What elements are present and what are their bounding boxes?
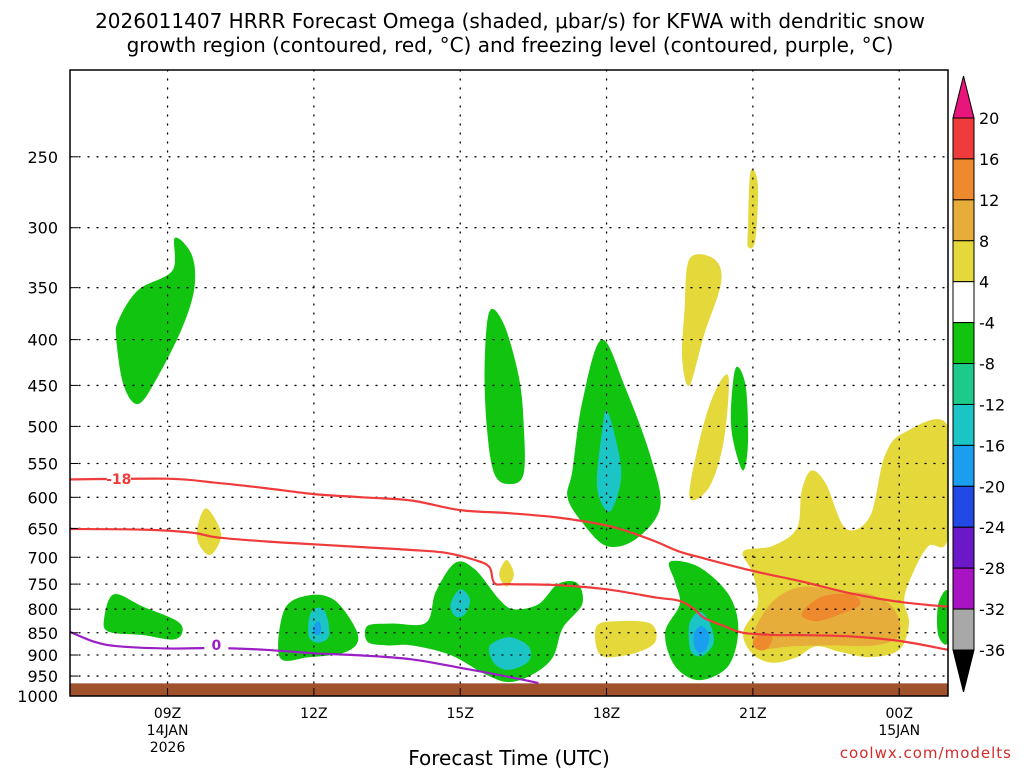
y-tick-label-500: 500 bbox=[27, 417, 58, 436]
terrain-block bbox=[70, 683, 948, 696]
colorbar-bin-9 bbox=[952, 444, 975, 487]
omega-region-17 bbox=[689, 374, 729, 501]
y-tick-label-400: 400 bbox=[27, 331, 58, 350]
y-tick-label-900: 900 bbox=[27, 646, 58, 665]
colorbar: 20 16 12 8 4 -4 -8 -12 -16 -20 -24 -28 -32 -36 bbox=[952, 75, 1005, 693]
colorbar-bin-5 bbox=[952, 281, 975, 324]
contour-label-2: 0 bbox=[211, 638, 221, 654]
colorbar-label-0: 20 bbox=[979, 109, 999, 128]
omega-region-7 bbox=[488, 637, 531, 670]
omega-region-10 bbox=[596, 410, 622, 512]
omega-region-25 bbox=[752, 632, 773, 651]
y-axis: 250 300 350 400 450 500 550 600 650 700 750 800 850 9… bbox=[17, 148, 78, 706]
y-tick-label-350: 350 bbox=[27, 279, 58, 298]
contour-label-bg-0 bbox=[106, 471, 131, 486]
x-tick-sub1-00Z: 15JAN bbox=[878, 723, 920, 739]
x-tick-label-12Z: 12Z bbox=[300, 706, 327, 722]
colorbar-top-arrow bbox=[952, 75, 975, 119]
omega-region-24 bbox=[801, 593, 861, 622]
omega-region-8 bbox=[484, 308, 525, 485]
omega-region-15 bbox=[937, 590, 948, 645]
colorbar-label-7: -12 bbox=[979, 395, 1005, 414]
chart-title-line1: 2026011407 HRRR Forecast Omega (shaded, … bbox=[95, 9, 925, 33]
x-tick-sub1-09Z: 14JAN bbox=[147, 723, 189, 739]
colorbar-bin-3 bbox=[952, 199, 975, 242]
omega-region-4 bbox=[313, 621, 322, 636]
y-tick-label-1000: 1000 bbox=[17, 687, 58, 706]
omega-region-0 bbox=[115, 237, 196, 405]
contour-label-0: -18 bbox=[106, 472, 131, 488]
omega-region-19 bbox=[196, 508, 222, 556]
omega-regions bbox=[103, 169, 948, 683]
colorbar-label-12: -32 bbox=[979, 600, 1005, 619]
contour-line-0 bbox=[69, 477, 949, 608]
y-tick-label-850: 850 bbox=[27, 624, 58, 643]
x-tick-label-21Z: 21Z bbox=[739, 706, 766, 722]
colorbar-bottom-arrow bbox=[952, 649, 975, 693]
colorbar-bin-12 bbox=[952, 567, 975, 610]
colorbar-label-5: -4 bbox=[979, 314, 995, 333]
colorbar-bin-10 bbox=[952, 485, 975, 528]
plot-frame bbox=[69, 69, 949, 697]
contour-line-2 bbox=[69, 630, 539, 684]
credit-text: coolwx.com/modelts bbox=[840, 744, 1012, 762]
omega-region-14 bbox=[730, 366, 749, 471]
y-tick-label-700: 700 bbox=[27, 548, 58, 567]
contour-label-bg-2 bbox=[204, 638, 229, 653]
colorbar-label-11: -28 bbox=[979, 559, 1005, 578]
chart-title-line2: growth region (contoured, red, °C) and f… bbox=[127, 33, 894, 57]
x-tick-label-15Z: 15Z bbox=[447, 706, 474, 722]
omega-region-5 bbox=[364, 561, 584, 683]
colorbar-bin-1 bbox=[952, 117, 975, 160]
y-tick-label-300: 300 bbox=[27, 219, 58, 238]
temperature-contours: -18 0 bbox=[69, 471, 949, 684]
y-tick-label-950: 950 bbox=[27, 667, 58, 686]
colorbar-label-8: -16 bbox=[979, 436, 1005, 455]
colorbar-bin-6 bbox=[952, 322, 975, 365]
colorbar-bin-13 bbox=[952, 608, 975, 651]
omega-region-18 bbox=[747, 169, 759, 249]
contour-line-1 bbox=[69, 527, 949, 651]
x-tick-label-18Z: 18Z bbox=[593, 706, 620, 722]
y-tick-label-800: 800 bbox=[27, 600, 58, 619]
colorbar-label-6: -8 bbox=[979, 355, 995, 374]
y-tick-label-550: 550 bbox=[27, 454, 58, 473]
x-tick-sub2-09Z: 2026 bbox=[150, 740, 186, 756]
colorbar-label-3: 8 bbox=[979, 232, 989, 251]
omega-region-20 bbox=[499, 560, 514, 587]
omega-shading bbox=[103, 169, 948, 683]
colorbar-label-2: 12 bbox=[979, 191, 999, 210]
y-tick-label-450: 450 bbox=[27, 376, 58, 395]
colorbar-label-1: 16 bbox=[979, 150, 999, 169]
omega-region-16 bbox=[681, 254, 722, 386]
terrain-fill bbox=[70, 683, 948, 696]
colorbar-label-10: -24 bbox=[979, 518, 1005, 537]
x-tick-label-09Z: 09Z bbox=[154, 706, 181, 722]
colorbar-bin-2 bbox=[952, 158, 975, 201]
colorbar-bin-11 bbox=[952, 526, 975, 569]
y-tick-label-650: 650 bbox=[27, 519, 58, 538]
omega-region-13 bbox=[693, 625, 710, 653]
x-axis-label: Forecast Time (UTC) bbox=[408, 746, 610, 768]
colorbar-label-13: -36 bbox=[979, 641, 1005, 660]
pressure-gridlines bbox=[69, 69, 949, 684]
y-tick-label-250: 250 bbox=[27, 148, 58, 167]
omega-region-1 bbox=[103, 594, 183, 640]
colorbar-bin-8 bbox=[952, 403, 975, 446]
y-tick-label-750: 750 bbox=[27, 575, 58, 594]
colorbar-label-4: 4 bbox=[979, 273, 989, 292]
omega-region-21 bbox=[594, 620, 657, 658]
omega-region-6 bbox=[450, 589, 471, 618]
colorbar-bin-7 bbox=[952, 363, 975, 405]
colorbar-bin-4 bbox=[952, 240, 975, 283]
y-tick-label-600: 600 bbox=[27, 488, 58, 507]
x-tick-label-00Z: 00Z bbox=[886, 706, 913, 722]
colorbar-label-9: -20 bbox=[979, 477, 1005, 496]
